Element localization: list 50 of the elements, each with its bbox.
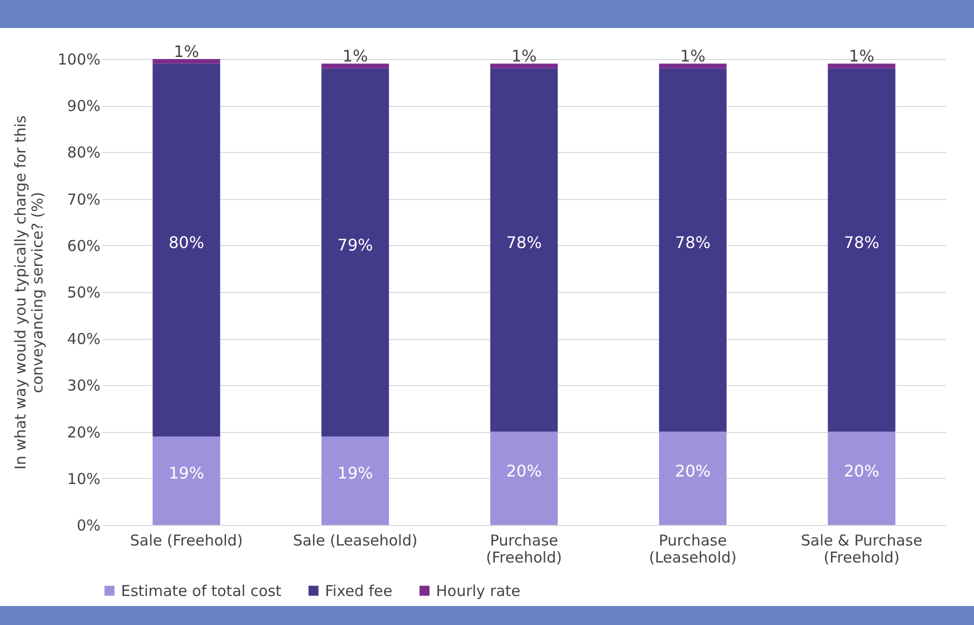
bar	[490, 68, 558, 432]
data-label: 20%	[844, 461, 880, 480]
data-label: 19%	[168, 464, 204, 483]
x-tick-label: Purchase (Freehold)	[486, 532, 562, 566]
y-axis-title: In what way would you typically charge for this conveyancing service? (%)	[12, 115, 47, 470]
data-label: 19%	[337, 464, 373, 483]
bar	[152, 436, 220, 525]
data-label: 78%	[506, 233, 542, 252]
bar	[321, 436, 389, 525]
data-label: 20%	[675, 461, 711, 480]
bar	[152, 64, 220, 436]
y-tick-label: 50%	[67, 284, 100, 302]
y-tick-label: 80%	[67, 144, 100, 162]
y-tick-label: 70%	[67, 190, 100, 208]
data-label: 1%	[680, 46, 706, 66]
bar	[152, 59, 220, 64]
y-tick-label: 10%	[67, 470, 100, 488]
data-label: 80%	[168, 233, 204, 252]
data-label: 1%	[174, 42, 200, 61]
y-tick-label: 20%	[67, 423, 100, 442]
y-tick-label: 100%	[58, 50, 100, 68]
legend-label: Hourly rate	[436, 582, 520, 600]
x-tick-label: Sale (Leasehold)	[292, 532, 418, 550]
data-label: 78%	[675, 233, 711, 252]
data-label: 1%	[511, 46, 537, 66]
x-tick-label: Sale (Freehold)	[130, 532, 243, 550]
bar	[659, 432, 727, 525]
bar	[490, 64, 558, 68]
legend-label: Fixed fee	[325, 582, 392, 600]
data-label: 78%	[844, 233, 880, 252]
bar	[490, 432, 558, 525]
y-tick-label: 90%	[67, 97, 100, 116]
bar	[659, 68, 727, 432]
bar	[659, 64, 727, 68]
y-tick-label: 0%	[76, 516, 100, 534]
y-tick-label: 30%	[67, 376, 100, 395]
bar	[828, 64, 896, 68]
bar	[321, 68, 389, 436]
data-label: 79%	[337, 235, 373, 254]
bar	[828, 432, 896, 525]
bar	[321, 64, 389, 68]
y-tick-label: 60%	[67, 236, 100, 255]
data-label: 1%	[848, 46, 874, 66]
x-tick-label: Purchase (Leasehold)	[648, 532, 737, 566]
x-tick-label: Sale & Purchase (Freehold)	[800, 532, 922, 566]
y-tick-label: 40%	[67, 330, 100, 348]
data-label: 1%	[342, 46, 368, 66]
legend-label: Estimate of total cost	[121, 582, 282, 600]
data-label: 20%	[506, 461, 542, 480]
bar	[828, 68, 896, 432]
